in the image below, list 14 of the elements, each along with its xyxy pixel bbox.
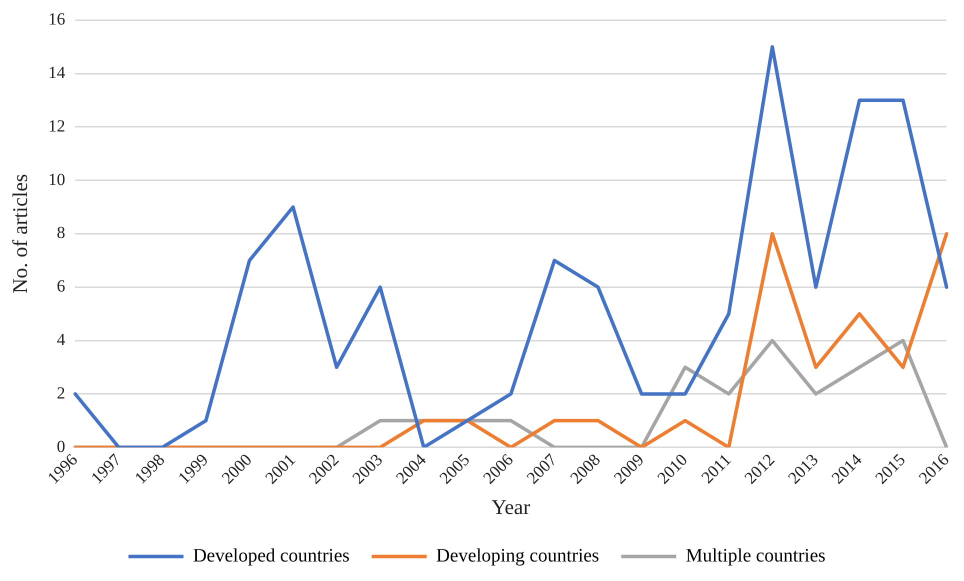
x-axis-title: Year — [492, 494, 530, 519]
y-tick-label: 8 — [56, 223, 66, 242]
y-tick-label: 0 — [56, 436, 66, 456]
y-tick-label: 2 — [56, 383, 66, 402]
y-tick-label: 12 — [48, 116, 66, 136]
y-axis-title: No. of articles — [8, 174, 32, 294]
y-tick-label: 10 — [48, 170, 66, 189]
legend-label: Multiple countries — [686, 545, 826, 566]
y-tick-label: 6 — [56, 276, 66, 296]
legend-label: Developed countries — [192, 545, 350, 566]
y-tick-label: 4 — [56, 330, 66, 350]
y-tick-label: 16 — [48, 10, 66, 29]
y-tick-label: 14 — [48, 63, 66, 82]
legend-label: Developing countries — [436, 545, 600, 566]
